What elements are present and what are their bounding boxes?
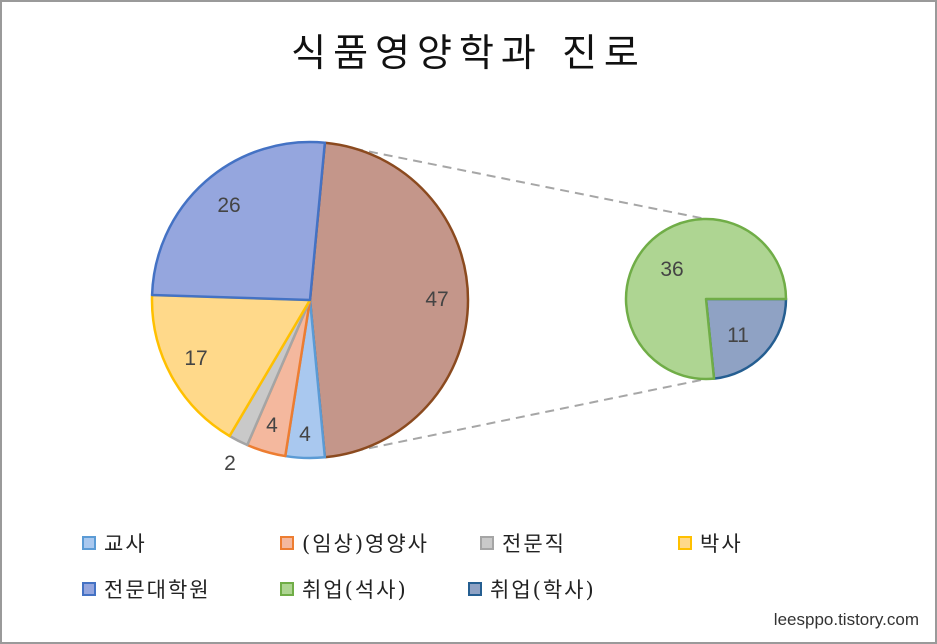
chart-title: 식품영양학과 진로 — [291, 31, 646, 75]
data-label-grad-school: 26 — [217, 194, 240, 217]
data-label-47: 47 — [425, 288, 448, 311]
legend-label: 전문대학원 — [104, 578, 211, 602]
legend-label: 전문직 — [502, 532, 566, 556]
main-pie-slice-4 — [150, 293, 312, 438]
legend-swatch — [280, 582, 294, 596]
legend-label: 교사 — [104, 532, 147, 556]
legend-label: 박사 — [700, 532, 743, 556]
secondary-pie-labels: 36 11 — [660, 258, 749, 347]
legend-item-teacher: 교사 — [82, 528, 147, 558]
main-pie-slice-5 — [150, 140, 327, 302]
data-label-masters: 36 — [660, 258, 683, 281]
legend-swatch — [678, 536, 692, 550]
secondary-pie — [624, 217, 788, 381]
watermark: leesppo.tistory.com — [773, 610, 919, 629]
main-pie — [150, 140, 470, 460]
legend: 교사 (임상)영양사 전문직 박사 전문대학원 취업(석사) 취업(학사) — [82, 528, 802, 620]
legend-swatch — [280, 536, 294, 550]
legend-item-grad-school: 전문대학원 — [82, 574, 211, 604]
secondary-pie-slice-bachelors — [704, 297, 788, 380]
legend-item-bachelors: 취업(학사) — [468, 574, 596, 604]
data-label-teacher: 4 — [299, 423, 311, 446]
legend-label: 취업(학사) — [490, 578, 596, 602]
data-label-bachelors: 11 — [727, 324, 749, 347]
main-pie-slice-0 — [308, 141, 470, 459]
legend-swatch — [82, 536, 96, 550]
legend-row: 교사 (임상)영양사 전문직 박사 — [82, 528, 802, 574]
connector-line-top — [324, 141, 707, 220]
data-label-professional: 2 — [224, 452, 236, 475]
legend-swatch — [480, 536, 494, 550]
data-label-phd: 17 — [184, 347, 207, 370]
legend-swatch — [82, 582, 96, 596]
connector-line-bottom — [324, 378, 707, 459]
main-pie-labels: 47 4 4 2 17 26 — [184, 194, 448, 475]
legend-item-phd: 박사 — [678, 528, 743, 558]
legend-label: 취업(석사) — [302, 578, 408, 602]
legend-swatch — [468, 582, 482, 596]
legend-item-masters: 취업(석사) — [280, 574, 408, 604]
legend-item-professional: 전문직 — [480, 528, 566, 558]
legend-label: (임상)영양사 — [302, 532, 429, 556]
legend-item-dietitian: (임상)영양사 — [280, 528, 429, 558]
legend-row: 전문대학원 취업(석사) 취업(학사) — [82, 574, 802, 620]
data-label-dietitian: 4 — [266, 414, 278, 437]
secondary-pie-slice-masters — [624, 217, 788, 381]
